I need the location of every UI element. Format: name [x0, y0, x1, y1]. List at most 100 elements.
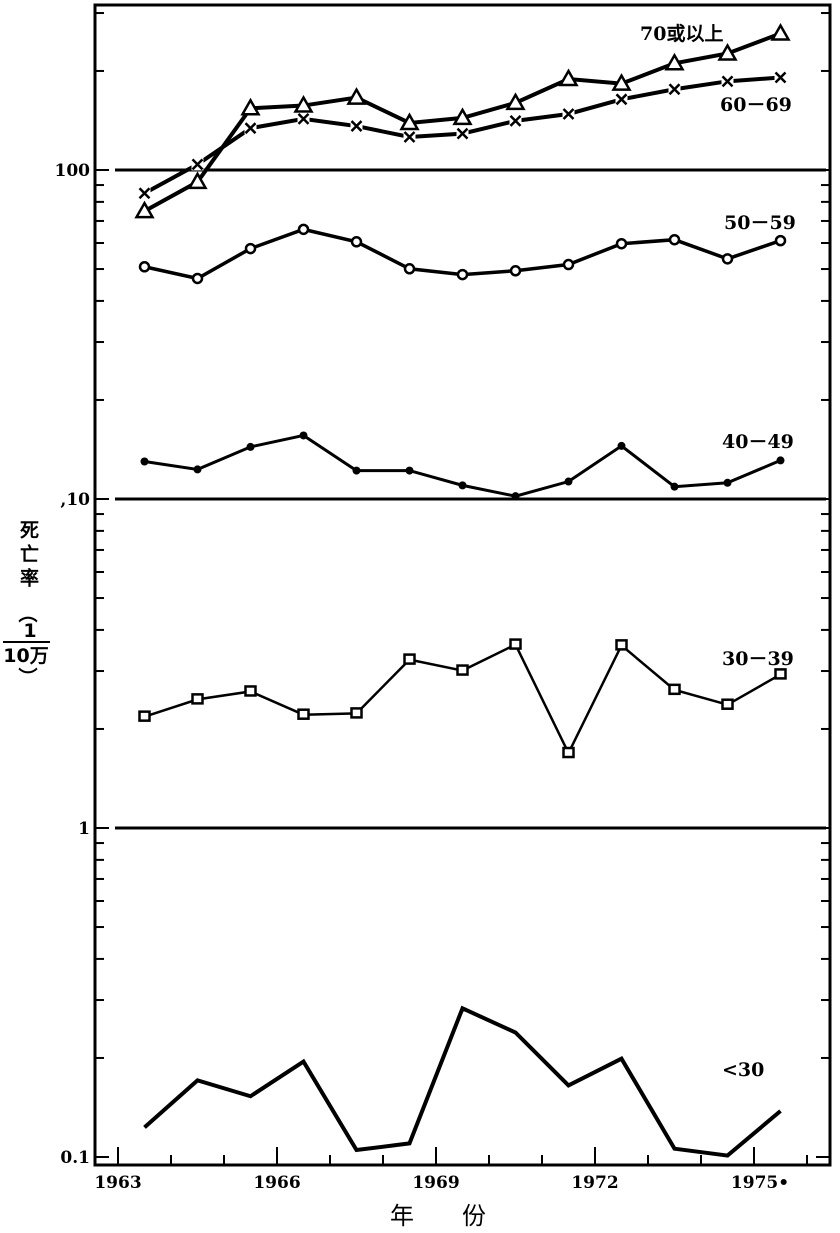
circle-marker	[244, 242, 257, 255]
series-group	[134, 22, 791, 1158]
cross-marker	[403, 131, 416, 143]
cross-marker	[297, 113, 310, 125]
triangle-marker	[664, 52, 685, 71]
y-tick-labels: 100 ,10 1 0.1	[55, 161, 91, 1168]
dot-marker	[776, 456, 785, 465]
cross-marker	[244, 122, 257, 135]
cross-marker	[668, 83, 681, 96]
square-marker	[774, 668, 787, 680]
series-label: <30	[722, 1059, 764, 1081]
y-tick-label: 1	[78, 819, 90, 839]
triangle-marker	[240, 97, 261, 116]
triangle-marker	[770, 22, 791, 41]
cross-marker	[721, 75, 734, 88]
cross-marker	[191, 158, 204, 171]
x-tick-label: 1969	[412, 1173, 459, 1193]
circle-marker	[562, 258, 575, 271]
series-labels: 70或以上 60－69 50－59 40－49 30－39 <30	[640, 22, 796, 1081]
cross-marker	[350, 120, 363, 132]
circle-marker	[721, 253, 734, 265]
triangle-marker	[611, 73, 632, 91]
series-label: 30－39	[722, 648, 794, 670]
triangle-marker	[452, 107, 473, 126]
dot-marker	[352, 466, 361, 475]
dot-marker	[246, 442, 255, 451]
series-label: 40－49	[722, 431, 794, 453]
x-tick-label: 1972	[571, 1173, 618, 1193]
cross-marker	[774, 71, 787, 84]
y-tick-label: 0.1	[60, 1148, 90, 1168]
triangle-marker	[399, 112, 420, 131]
dot-marker	[458, 481, 467, 490]
square-marker	[562, 746, 575, 759]
square-marker	[138, 710, 151, 722]
dot-marker	[193, 465, 202, 474]
series-label: 50－59	[724, 212, 796, 234]
x-tick-label: 1963	[94, 1173, 141, 1193]
y-axis-unit-close-paren: ︶	[18, 666, 37, 689]
cross-marker	[562, 108, 575, 120]
series-4	[138, 638, 787, 759]
circle-marker	[191, 272, 204, 285]
dot-marker	[723, 478, 732, 487]
dot-marker	[511, 492, 520, 501]
series-5	[143, 1005, 782, 1158]
y-axis-unit-open-paren: ︵	[18, 603, 37, 625]
plot-frame	[93, 3, 832, 1167]
triangle-marker	[558, 68, 579, 87]
y-tick-label: ,10	[60, 490, 90, 510]
circle-marker	[668, 233, 681, 246]
dot-marker	[670, 482, 679, 491]
square-marker	[509, 638, 522, 650]
y-axis-title: 死亡率 ︵ 1 10万 ︶	[3, 520, 50, 689]
circle-marker	[615, 237, 628, 250]
axis-ticks	[95, 12, 830, 1165]
y-axis-unit-numerator: 1	[23, 620, 36, 642]
dot-marker	[405, 466, 414, 475]
circle-marker	[509, 265, 522, 277]
circle-marker	[350, 236, 363, 248]
y-axis-title-text: 死亡率	[17, 520, 39, 592]
triangle-marker	[134, 200, 155, 219]
x-tick-label: 1966	[253, 1173, 300, 1193]
square-marker	[244, 685, 257, 697]
x-axis-title: 年 份	[390, 1202, 486, 1230]
series-3	[140, 431, 785, 501]
square-marker	[191, 693, 204, 705]
series-1	[138, 71, 787, 200]
triangle-marker	[293, 95, 314, 113]
square-marker	[456, 664, 469, 676]
square-marker	[297, 708, 310, 720]
dot-marker	[299, 431, 308, 440]
circle-marker	[138, 261, 151, 273]
dot-marker	[617, 441, 626, 450]
gridlines	[115, 168, 826, 830]
dot-marker	[564, 477, 573, 486]
triangle-marker	[346, 87, 367, 105]
square-marker	[403, 653, 416, 665]
x-tick-labels: 1963 1966 1969 1972 1975•	[94, 1173, 789, 1193]
circle-marker	[774, 234, 787, 247]
series-0	[134, 22, 791, 219]
square-marker	[615, 639, 628, 651]
x-tick-label: 1975•	[731, 1173, 789, 1193]
triangle-marker	[187, 171, 208, 190]
cross-marker	[456, 127, 469, 140]
y-tick-label: 100	[55, 161, 91, 181]
circle-marker	[297, 223, 310, 236]
square-marker	[721, 698, 734, 710]
circle-marker	[456, 268, 469, 281]
triangle-marker	[717, 42, 738, 61]
cross-marker	[138, 187, 151, 200]
cross-marker	[509, 115, 522, 127]
square-marker	[668, 683, 681, 696]
circle-marker	[403, 263, 416, 275]
cross-marker	[615, 93, 628, 106]
triangle-marker	[505, 92, 526, 111]
y-axis-unit-denominator: 10万	[3, 645, 48, 667]
series-line	[143, 1005, 782, 1158]
square-marker	[350, 707, 363, 719]
series-2	[138, 223, 787, 285]
series-label: 70或以上	[640, 22, 723, 45]
